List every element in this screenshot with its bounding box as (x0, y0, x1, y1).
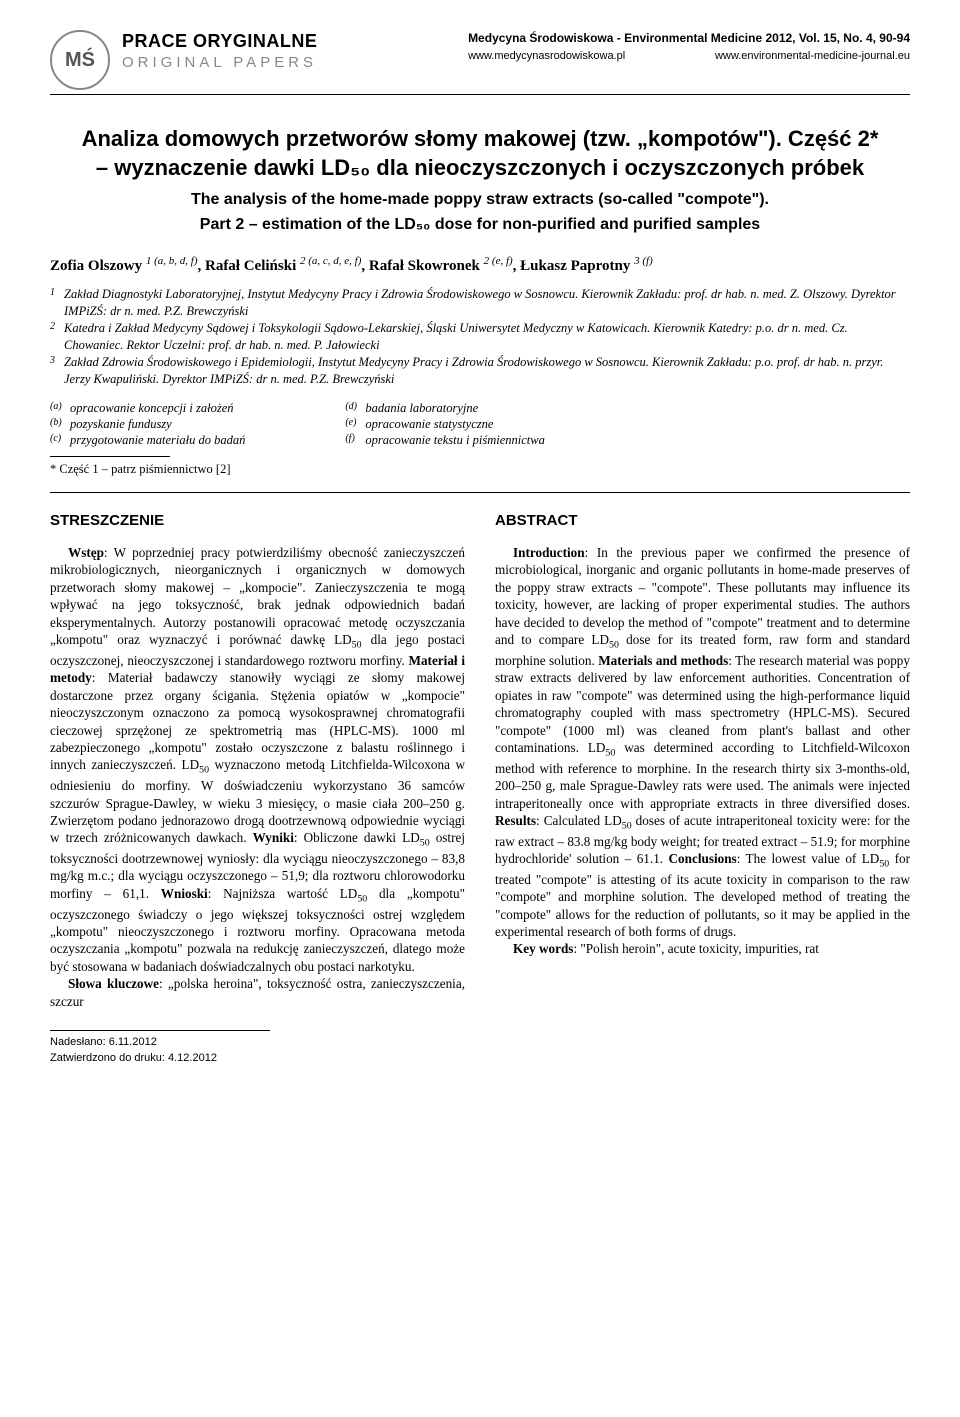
contribution-text: badania laboratoryjne (365, 400, 478, 416)
affiliation-number: 3 (50, 354, 64, 388)
affiliation-number: 1 (50, 286, 64, 320)
contribution-text: przygotowanie materiału do badań (70, 432, 245, 448)
contribution-text: opracowanie statystyczne (365, 416, 493, 432)
abstract-pl-heading: STRESZCZENIE (50, 511, 465, 531)
abstract-en: ABSTRACT Introduction: In the previous p… (495, 511, 910, 1011)
contribution-tag: (d) (345, 400, 365, 416)
abstract-pl: STRESZCZENIE Wstęp: W poprzedniej pracy … (50, 511, 465, 1011)
journal-url-2: www.environmental-medicine-journal.eu (715, 49, 910, 64)
contribution-item: (f)opracowanie tekstu i piśmiennictwa (345, 432, 545, 448)
author-contributions: (a)opracowanie koncepcji i założeń(b)poz… (50, 400, 910, 449)
affiliation-number: 2 (50, 320, 64, 354)
affiliation-text: Zakład Diagnostyki Laboratoryjnej, Insty… (64, 286, 910, 320)
part-footnote: * Część 1 – patrz piśmiennictwo [2] (50, 461, 910, 477)
abstract-en-heading: ABSTRACT (495, 511, 910, 531)
contribution-tag: (f) (345, 432, 365, 448)
journal-url-1: www.medycynasrodowiskowa.pl (468, 49, 625, 64)
contribution-item: (a)opracowanie koncepcji i założeń (50, 400, 245, 416)
authors: Zofia Olszowy 1 (a, b, d, f), Rafał Celi… (50, 254, 910, 277)
contribution-item: (e)opracowanie statystyczne (345, 416, 545, 432)
contribution-tag: (e) (345, 416, 365, 432)
abstract-en-body: Introduction: In the previous paper we c… (495, 544, 910, 940)
page-header: MŚ PRACE ORYGINALNE ORIGINAL PAPERS Medy… (50, 30, 910, 95)
affiliation-row: 2Katedra i Zakład Medycyny Sądowej i Tok… (50, 320, 910, 354)
abstract-pl-keywords: Słowa kluczowe: „polska heroina", toksyc… (50, 975, 465, 1010)
abstract-columns: STRESZCZENIE Wstęp: W poprzedniej pracy … (50, 511, 910, 1011)
submission-dates: Nadesłano: 6.11.2012 Zatwierdzono do dru… (50, 1030, 270, 1066)
section-label-en: ORIGINAL PAPERS (122, 53, 317, 73)
date-approved: Zatwierdzono do druku: 4.12.2012 (50, 1051, 270, 1066)
footnote-divider (50, 456, 170, 457)
date-received: Nadesłano: 6.11.2012 (50, 1035, 270, 1050)
contribution-tag: (c) (50, 432, 70, 448)
abstract-pl-body: Wstęp: W poprzedniej pracy potwierdziliś… (50, 544, 465, 975)
contribution-item: (d)badania laboratoryjne (345, 400, 545, 416)
affiliation-row: 1Zakład Diagnostyki Laboratoryjnej, Inst… (50, 286, 910, 320)
contribution-text: opracowanie koncepcji i założeń (70, 400, 234, 416)
contribution-tag: (a) (50, 400, 70, 416)
affiliation-row: 3Zakład Zdrowia Środowiskowego i Epidemi… (50, 354, 910, 388)
contribution-text: opracowanie tekstu i piśmiennictwa (365, 432, 545, 448)
journal-logo: MŚ (50, 30, 110, 90)
contribution-item: (c)przygotowanie materiału do badań (50, 432, 245, 448)
contribution-item: (b)pozyskanie funduszy (50, 416, 245, 432)
affiliation-text: Katedra i Zakład Medycyny Sądowej i Toks… (64, 320, 910, 354)
abstract-en-keywords: Key words: "Polish heroin", acute toxici… (495, 940, 910, 957)
contribution-tag: (b) (50, 416, 70, 432)
section-divider (50, 492, 910, 493)
article-title-pl: Analiza domowych przetworów słomy makowe… (80, 125, 880, 182)
article-title-en-2: Part 2 – estimation of the LD₅₀ dose for… (80, 215, 880, 236)
journal-citation: Medycyna Środowiskowa - Environmental Me… (468, 30, 910, 47)
journal-info: Medycyna Środowiskowa - Environmental Me… (468, 30, 910, 64)
article-title-en-1: The analysis of the home-made poppy stra… (80, 190, 880, 211)
section-label: PRACE ORYGINALNE ORIGINAL PAPERS (122, 30, 317, 73)
section-label-pl: PRACE ORYGINALNE (122, 30, 317, 53)
affiliation-text: Zakład Zdrowia Środowiskowego i Epidemio… (64, 354, 910, 388)
contribution-text: pozyskanie funduszy (70, 416, 172, 432)
affiliations: 1Zakład Diagnostyki Laboratoryjnej, Inst… (50, 286, 910, 387)
